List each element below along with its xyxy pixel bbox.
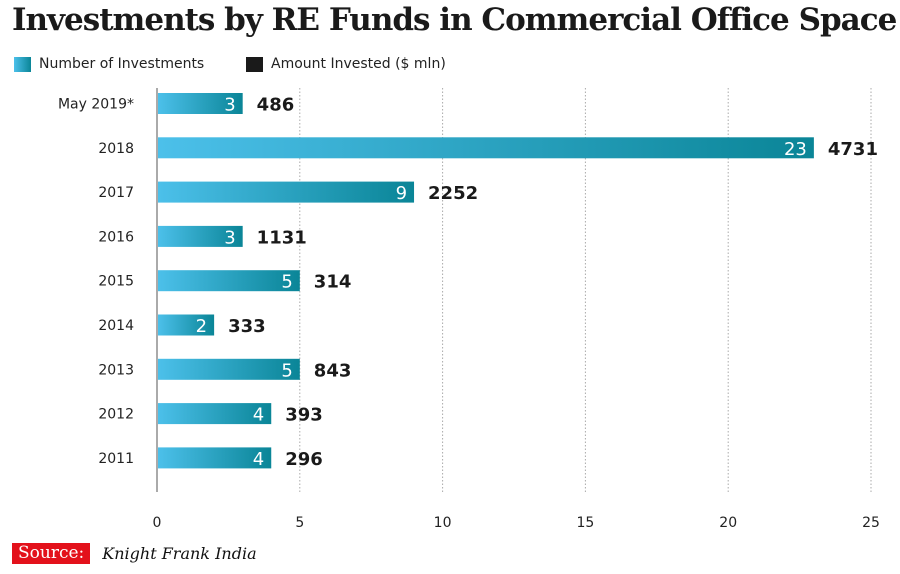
legend-item-investments: Number of Investments	[14, 56, 204, 72]
bar-investments	[158, 403, 272, 425]
legend-label: Amount Invested ($ mln)	[271, 56, 446, 72]
x-tick-label: 15	[576, 515, 594, 531]
amount-label: 843	[314, 360, 352, 381]
bar-value-label: 4	[253, 449, 264, 470]
amount-label: 486	[257, 95, 295, 116]
bar-value-label: 9	[396, 183, 407, 204]
x-tick-label: 10	[434, 515, 452, 531]
amount-label: 393	[285, 405, 323, 426]
bar-investments	[158, 225, 243, 247]
bar-investments	[158, 358, 300, 380]
bar-investments	[158, 137, 814, 159]
legend-item-amount: Amount Invested ($ mln)	[246, 56, 446, 72]
amount-label: 314	[314, 272, 352, 293]
chart-title: Investments by RE Funds in Commercial Of…	[12, 2, 897, 38]
amount-label: 1131	[257, 227, 307, 248]
bar-value-label: 3	[224, 227, 235, 248]
category-label: 2016	[98, 229, 134, 245]
bar-investments	[158, 93, 243, 114]
bar-investments	[158, 181, 415, 203]
bar-value-label: 3	[224, 95, 235, 116]
category-label: 2017	[98, 185, 134, 201]
bar-investments	[158, 447, 272, 469]
category-label: 2014	[98, 318, 134, 334]
amount-label: 4731	[828, 139, 878, 160]
bar-investments	[158, 314, 215, 336]
bar-value-label: 23	[784, 139, 807, 160]
category-label: 2012	[98, 407, 134, 423]
bar-value-label: 4	[253, 405, 264, 426]
bar-value-label: 5	[281, 360, 292, 381]
x-tick-label: 5	[295, 515, 304, 531]
legend-swatch	[14, 56, 31, 72]
x-tick-label: 20	[719, 515, 737, 531]
legend-label: Number of Investments	[39, 56, 205, 72]
amount-label: 333	[228, 316, 266, 337]
category-label: 2013	[98, 362, 134, 378]
category-label: 2018	[98, 141, 134, 157]
bar-value-label: 2	[196, 316, 207, 337]
amount-label: 296	[285, 449, 323, 470]
amount-label: 2252	[428, 183, 478, 204]
source-label: Source:	[12, 543, 91, 564]
x-tick-label: 25	[862, 515, 880, 531]
category-label: 2015	[98, 274, 134, 290]
category-label: May 2019*	[58, 97, 134, 113]
bar-investments	[158, 270, 300, 292]
legend-swatch	[246, 56, 263, 72]
source: Source: Knight Frank India	[12, 543, 257, 564]
bar-value-label: 5	[281, 272, 292, 293]
x-tick-label: 0	[153, 515, 162, 531]
source-text: Knight Frank India	[102, 544, 257, 563]
category-label: 2011	[98, 451, 134, 467]
